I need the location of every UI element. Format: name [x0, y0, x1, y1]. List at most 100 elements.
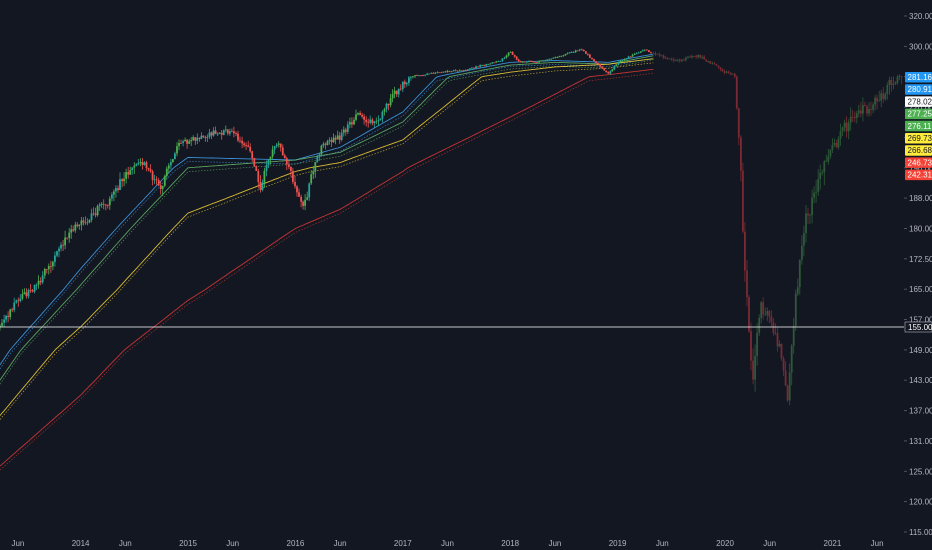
price-candle: [328, 137, 331, 145]
price-candle: [568, 52, 571, 54]
price-candle: [428, 73, 431, 75]
price-candle: [420, 75, 422, 77]
price-candle: [416, 74, 418, 76]
projection-candle: [658, 52, 661, 58]
price-candle: [66, 237, 68, 240]
projection-candle: [715, 63, 718, 66]
y-tick-label: 137.00: [909, 407, 932, 416]
projection-candle: [768, 310, 771, 324]
price-candle: [629, 56, 632, 58]
price-candle: [188, 139, 191, 145]
svg-text:246.73: 246.73: [908, 158, 932, 167]
projection-candle: [758, 314, 761, 336]
price-candle: [13, 297, 16, 313]
projection-candle: [817, 169, 820, 196]
price-candle: [104, 203, 107, 211]
projection-candle: [721, 68, 724, 72]
price-candle: [589, 53, 591, 59]
projection-candle: [866, 104, 868, 117]
price-candle: [564, 53, 567, 56]
price-candle: [243, 141, 245, 148]
projection-candle: [839, 123, 842, 146]
svg-text:266.68: 266.68: [908, 146, 932, 155]
projection-candle: [735, 75, 738, 110]
projection-candle: [754, 344, 756, 392]
price-candle: [391, 89, 394, 103]
price-candle: [74, 221, 77, 233]
price-candle: [566, 52, 569, 55]
projection-candle: [719, 67, 722, 72]
price-candle: [147, 167, 150, 172]
price-candle: [198, 137, 201, 142]
price-candle: [334, 135, 337, 145]
price-candle: [603, 67, 606, 71]
price-candle: [351, 117, 353, 128]
price-candle: [631, 53, 634, 57]
y-tick-label: 196.00: [909, 164, 932, 173]
price-badge: 281.16: [905, 72, 932, 83]
projection-candle: [847, 119, 850, 140]
price-badge: 280.91: [905, 84, 932, 95]
price-badge: 276.11: [905, 120, 932, 132]
price-candle: [556, 56, 559, 59]
crosshair-price-label: 155.00: [904, 321, 932, 333]
x-tick-label: Jun: [226, 539, 239, 548]
projection-candle: [766, 307, 769, 321]
price-candle: [210, 131, 213, 140]
projection-candle: [681, 59, 683, 63]
projection-candle: [864, 101, 866, 107]
price-candle: [267, 159, 270, 169]
projection-candle: [843, 119, 846, 132]
price-candle: [58, 246, 60, 258]
projection-candle: [725, 70, 728, 74]
projection-candle: [780, 343, 783, 361]
projection-candle: [705, 59, 708, 62]
price-candle: [599, 63, 601, 68]
price-candle: [538, 60, 540, 64]
price-candle: [68, 228, 71, 243]
projection-candle: [729, 72, 732, 76]
price-candle: [131, 167, 134, 175]
x-tick-label: 2019: [609, 539, 627, 548]
projection-candle: [821, 169, 824, 176]
price-candle: [226, 129, 229, 136]
price-candle: [35, 283, 38, 290]
svg-text:155.00: 155.00: [908, 323, 932, 332]
projection-candle: [788, 363, 791, 406]
price-candle: [536, 62, 538, 63]
price-candle: [300, 194, 302, 208]
price-candle: [479, 64, 481, 68]
price-candle: [308, 182, 311, 202]
projection-candle: [825, 154, 828, 162]
price-candle: [200, 132, 203, 140]
price-candle: [237, 130, 239, 143]
price-candle: [613, 65, 616, 71]
price-candle: [265, 160, 268, 177]
time-axis[interactable]: Jun 2014 Jun 2015 Jun 2016 Jun 2017 Jun 2018 Jun 20…: [11, 539, 883, 548]
price-candle: [7, 311, 9, 323]
moving-average-line-4: [0, 68, 654, 467]
projection-candle: [845, 116, 848, 138]
price-candle: [637, 51, 640, 54]
price-candle: [471, 66, 473, 69]
price-candle: [399, 84, 402, 91]
price-candle: [135, 163, 138, 167]
price-candle: [436, 71, 439, 74]
price-candle: [373, 120, 376, 128]
price-candle: [186, 139, 188, 149]
price-candle: [19, 294, 22, 303]
price-candle: [21, 289, 24, 301]
price-candle: [249, 143, 252, 153]
x-tick-label: Jun: [334, 539, 347, 548]
price-candle: [178, 139, 180, 151]
price-candle: [526, 61, 528, 63]
projection-candle: [689, 55, 691, 58]
price-candle: [587, 53, 589, 56]
projection-candle: [827, 148, 830, 165]
moving-average-band-3: [0, 62, 654, 420]
projection-candle: [678, 58, 681, 63]
projection-candle: [849, 107, 852, 131]
price-candle: [275, 143, 278, 148]
